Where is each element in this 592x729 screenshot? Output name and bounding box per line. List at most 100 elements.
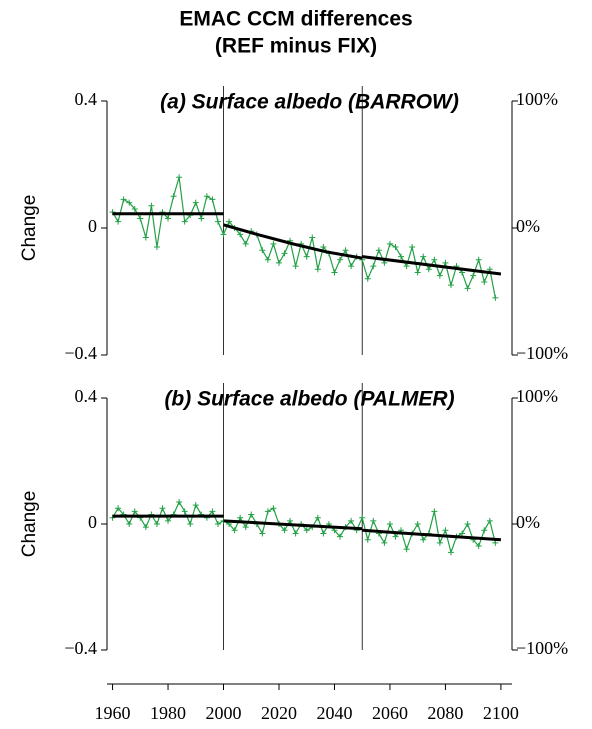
data-point: [492, 539, 499, 546]
data-point: [414, 269, 421, 276]
data-point: [303, 527, 310, 534]
data-point: [165, 517, 172, 524]
data-point: [342, 247, 349, 254]
data-point: [259, 247, 266, 254]
data-point: [309, 234, 316, 241]
data-point: [331, 269, 338, 276]
data-point: [481, 527, 488, 534]
data-point: [203, 193, 210, 200]
figure-subtitle: (REF minus FIX): [215, 35, 377, 58]
data-point: [431, 508, 438, 515]
data-point: [442, 259, 449, 266]
data-point: [425, 266, 432, 273]
data-point: [303, 253, 310, 260]
y-tick-label: −0.4: [64, 638, 97, 658]
data-point: [470, 272, 477, 279]
y2-tick-label: −100%: [516, 638, 568, 658]
data-point: [209, 508, 216, 515]
y-tick-label: 0: [88, 216, 97, 236]
data-point: [314, 514, 321, 521]
data-point: [264, 508, 271, 515]
data-point: [292, 530, 299, 537]
data-point: [287, 517, 294, 524]
data-point: [165, 215, 172, 222]
data-point: [159, 505, 166, 512]
x-tick-label: 1980: [150, 703, 186, 723]
data-point: [187, 521, 194, 527]
data-point: [442, 527, 449, 534]
data-line: [112, 500, 496, 555]
data-point: [214, 218, 221, 225]
data-point: [492, 294, 499, 301]
data-point: [381, 539, 388, 546]
x-tick-label: 1960: [95, 703, 131, 723]
data-point: [386, 240, 393, 247]
y-tick-label: 0.4: [75, 386, 98, 406]
y2-tick-label: 100%: [516, 89, 558, 109]
data-point: [464, 285, 471, 292]
data-point: [214, 521, 221, 527]
data-point: [364, 536, 371, 543]
data-point: [231, 527, 238, 534]
data-point: [386, 521, 393, 527]
data-point: [192, 502, 199, 509]
y2-tick-label: 0%: [516, 512, 540, 532]
data-line: [112, 177, 496, 298]
data-point: [181, 218, 188, 225]
data-point: [275, 259, 282, 266]
data-point: [176, 174, 183, 181]
data-point: [348, 263, 355, 270]
data-point: [436, 539, 443, 546]
data-point: [403, 546, 410, 553]
trend-line: [362, 528, 502, 542]
data-point: [131, 205, 138, 212]
data-point: [137, 215, 144, 222]
trend-line: [223, 519, 363, 531]
trend-line: [223, 223, 363, 260]
y2-tick-label: 0%: [516, 216, 540, 236]
data-point: [131, 508, 138, 515]
figure-title: EMAC CCM differences: [179, 8, 412, 31]
data-point: [392, 244, 399, 251]
y-tick-label: 0: [88, 512, 97, 532]
data-point: [248, 511, 255, 518]
trend-line: [362, 255, 502, 276]
data-point: [242, 240, 249, 247]
data-point: [370, 263, 377, 270]
data-point: [381, 259, 388, 266]
panel-title: (b) Surface albedo (PALMER): [164, 388, 454, 411]
data-point: [348, 517, 355, 524]
data-point: [320, 530, 327, 537]
data-point: [398, 253, 405, 260]
data-point: [270, 505, 277, 512]
data-point: [126, 199, 133, 206]
x-tick-label: 2000: [206, 703, 242, 723]
x-tick-label: 2020: [261, 703, 297, 723]
y2-tick-label: −100%: [516, 343, 568, 363]
data-point: [153, 244, 160, 251]
data-point: [364, 275, 371, 282]
data-point: [414, 521, 421, 527]
data-point: [481, 278, 488, 285]
data-point: [264, 256, 271, 263]
y-axis-label: Change: [19, 491, 40, 558]
data-point: [403, 263, 410, 270]
data-point: [475, 543, 482, 550]
data-point: [142, 234, 149, 241]
data-point: [337, 533, 344, 540]
data-point: [281, 527, 288, 534]
data-point: [459, 530, 466, 537]
x-tick-label: 2080: [427, 703, 463, 723]
data-point: [486, 517, 493, 524]
data-point: [115, 218, 122, 225]
data-point: [220, 231, 227, 238]
data-point: [314, 266, 321, 273]
data-point: [126, 521, 133, 527]
data-point: [242, 524, 249, 531]
data-point: [259, 530, 266, 537]
data-point: [226, 218, 233, 225]
data-point: [375, 247, 382, 254]
y-tick-label: 0.4: [75, 89, 98, 109]
data-point: [115, 505, 122, 512]
data-point: [431, 256, 438, 263]
